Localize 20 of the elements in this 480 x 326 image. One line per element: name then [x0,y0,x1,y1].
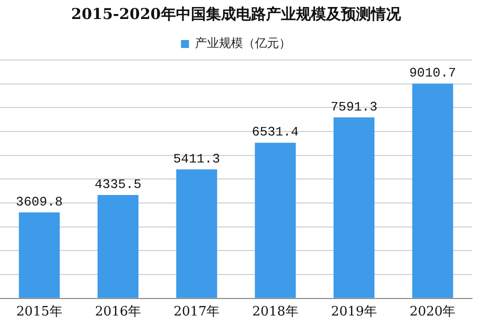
x-tick-label: 2016年 [94,304,142,320]
x-tick-label: 2019年 [330,304,378,320]
data-label: 3609.8 [16,194,63,210]
data-label: 7591.3 [330,99,378,114]
data-label: 4335.5 [94,176,142,192]
bar [412,84,454,298]
bar [176,169,218,298]
bar [98,195,138,298]
x-tick-label: 2020年 [410,304,456,320]
x-tick-label: 2018年 [252,304,298,320]
bar [18,212,60,298]
data-label: 5411.3 [173,151,220,166]
data-label: 6531.4 [252,124,299,140]
bar [254,142,296,298]
data-label: 9010.7 [409,66,456,81]
chart-title: 2015-2020年中国集成电路产业规模及预测情况 [71,4,402,23]
x-tick-label: 2015年 [16,304,62,320]
bar [334,117,374,298]
legend-label: 产业规模（亿元） [195,36,291,50]
x-tick-label: 2017年 [174,304,220,320]
